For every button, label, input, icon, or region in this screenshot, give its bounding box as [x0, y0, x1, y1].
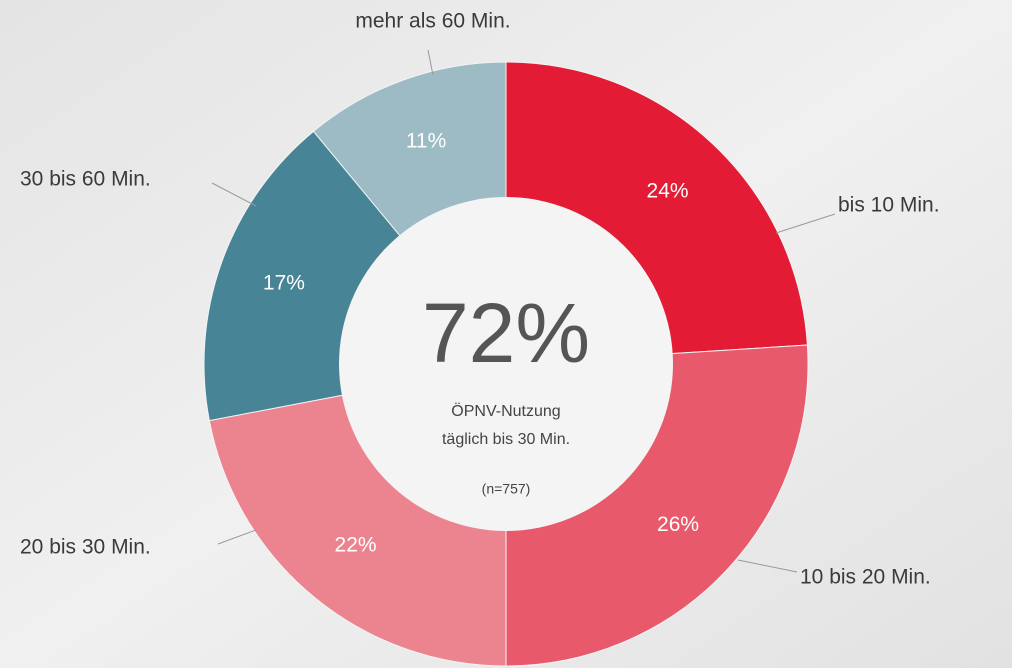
value-label: 24% [647, 180, 689, 203]
category-label: 20 bis 30 Min. [20, 536, 151, 559]
leader-line [211, 182, 257, 207]
leader-line [737, 559, 798, 573]
center-title: 72% [422, 286, 590, 380]
category-label: 10 bis 20 Min. [800, 566, 931, 589]
leader-line [775, 213, 836, 234]
value-label: 11% [406, 129, 446, 152]
donut [203, 61, 809, 667]
category-label: 30 bis 60 Min. [20, 168, 151, 191]
value-label: 22% [335, 533, 377, 556]
value-label: 26% [657, 513, 699, 536]
center-note: (n=757) [482, 481, 531, 497]
leader-line [217, 529, 257, 545]
category-label: mehr als 60 Min. [355, 10, 510, 33]
value-label: 17% [263, 272, 305, 295]
donut-hole [339, 197, 673, 531]
leader-line [427, 49, 434, 76]
category-label: bis 10 Min. [838, 194, 940, 217]
center-subtitle: ÖPNV-Nutzung [451, 402, 560, 420]
center-subtitle: täglich bis 30 Min. [442, 431, 570, 448]
